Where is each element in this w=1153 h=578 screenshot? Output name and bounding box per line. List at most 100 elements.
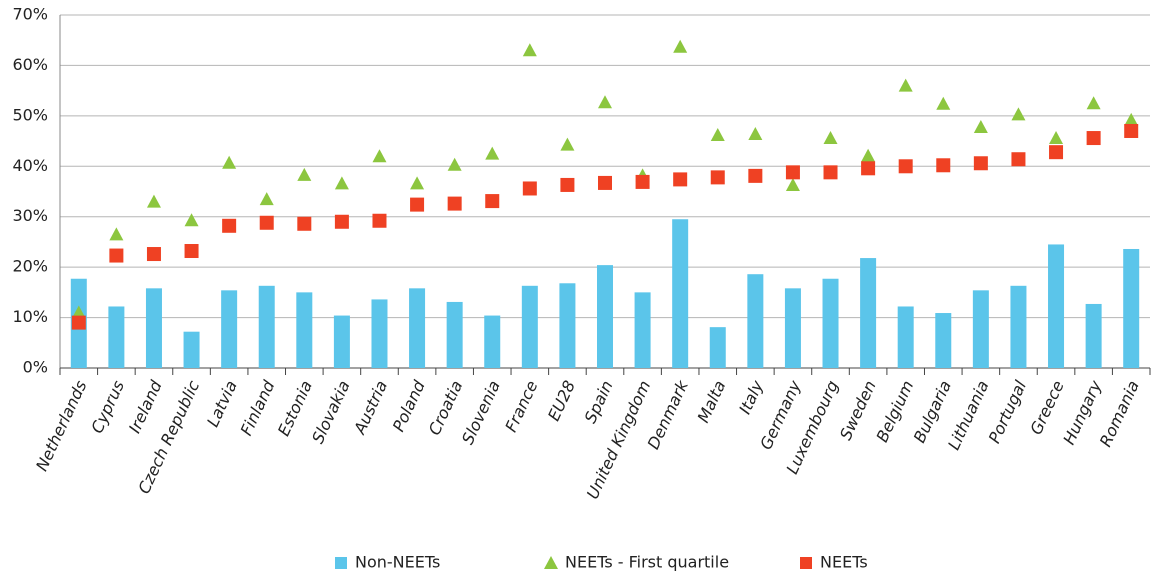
bar: [333, 315, 350, 368]
bar: [484, 315, 501, 368]
triangle-marker: [109, 227, 124, 241]
bar: [296, 292, 313, 368]
legend-swatch: [544, 556, 558, 569]
square-marker: [1011, 152, 1026, 167]
bar: [1010, 285, 1027, 368]
square-marker: [861, 161, 876, 176]
x-tick-label: Austria: [350, 378, 392, 438]
square-marker: [823, 165, 838, 180]
square-marker: [560, 177, 575, 192]
x-tick-label: Greece: [1026, 377, 1068, 437]
square-marker: [259, 215, 274, 230]
square-marker: [785, 165, 800, 180]
triangle-marker: [297, 167, 312, 181]
square-marker: [748, 168, 763, 183]
square-marker: [1086, 131, 1101, 146]
bar: [371, 299, 388, 368]
bar: [634, 292, 651, 368]
triangle-marker: [936, 96, 951, 110]
bar: [672, 219, 689, 368]
square-marker: [334, 214, 349, 229]
square-marker: [485, 194, 500, 209]
bar: [747, 274, 764, 368]
triangle-marker: [259, 192, 274, 206]
bar: [183, 331, 200, 368]
square-marker: [297, 216, 312, 231]
square-marker: [1049, 145, 1064, 160]
triangle-marker: [1049, 131, 1064, 145]
triangle-marker: [598, 95, 612, 109]
square-marker: [222, 218, 237, 233]
x-tick-label: Cyprus: [87, 378, 128, 437]
x-tick-label: Croatia: [425, 378, 467, 438]
bar: [1085, 303, 1102, 368]
y-tick-label: 10%: [12, 307, 48, 326]
y-tick-label: 30%: [12, 206, 48, 225]
bar: [145, 288, 162, 368]
bar: [1123, 248, 1140, 368]
legend-label: NEETs: [820, 553, 868, 572]
legend-swatch: [335, 557, 347, 569]
square-marker: [1124, 123, 1139, 138]
bar: [972, 290, 989, 368]
triangle-marker: [748, 127, 763, 141]
square-marker: [184, 244, 199, 259]
triangle-marker: [673, 39, 688, 53]
triangle-marker: [334, 176, 349, 190]
x-tick-label: Malta: [694, 378, 730, 426]
square-marker: [710, 170, 725, 185]
bar: [446, 301, 463, 368]
bar: [822, 278, 839, 368]
triangle-marker: [71, 305, 86, 319]
square-marker: [410, 197, 425, 212]
triangle-marker: [560, 137, 575, 151]
y-tick-label: 20%: [12, 257, 48, 276]
x-tick-label: Poland: [389, 377, 429, 435]
triangle-marker: [222, 155, 237, 169]
square-marker: [71, 315, 86, 330]
triangle-marker: [1086, 96, 1101, 110]
triangle-marker: [710, 128, 725, 142]
bar: [559, 283, 576, 368]
triangle-marker: [823, 131, 838, 145]
triangle-marker: [146, 194, 161, 208]
square-marker: [146, 247, 161, 262]
legend-swatch: [800, 557, 812, 569]
triangle-marker: [1011, 107, 1026, 121]
x-tick-label: Latvia: [203, 378, 241, 430]
bar: [1048, 244, 1065, 368]
triangle-marker: [973, 119, 988, 133]
y-tick-label: 40%: [12, 156, 48, 175]
square-marker: [635, 174, 650, 189]
x-tick-label: Netherlands: [32, 378, 90, 474]
x-tick-label: EU28: [544, 378, 579, 424]
x-tick-label: France: [501, 377, 541, 434]
square-marker: [936, 158, 951, 173]
bar: [860, 258, 877, 368]
triangle-marker: [485, 146, 500, 160]
bar: [221, 290, 238, 368]
legend-label: NEETs - First quartile: [565, 553, 729, 572]
square-marker: [522, 181, 537, 196]
bar: [108, 306, 125, 368]
triangle-marker: [522, 43, 537, 57]
bar: [409, 288, 426, 368]
x-tick-label: Estonia: [274, 378, 316, 439]
square-marker: [973, 156, 988, 171]
square-marker: [447, 196, 462, 211]
triangle-marker: [861, 148, 876, 162]
square-marker: [109, 248, 124, 263]
triangle-marker: [1124, 112, 1139, 126]
triangle-marker: [785, 177, 800, 191]
legend-label: Non-NEETs: [355, 553, 440, 572]
square-marker: [898, 159, 913, 174]
bar: [597, 265, 613, 368]
x-tick-label: Spain: [581, 378, 617, 427]
x-tick-label: Finland: [237, 377, 279, 439]
triangle-marker: [898, 78, 913, 92]
triangle-marker: [447, 157, 462, 171]
y-tick-label: 70%: [12, 5, 48, 24]
x-tick-label: Italy: [735, 377, 767, 417]
triangle-marker: [372, 149, 387, 163]
